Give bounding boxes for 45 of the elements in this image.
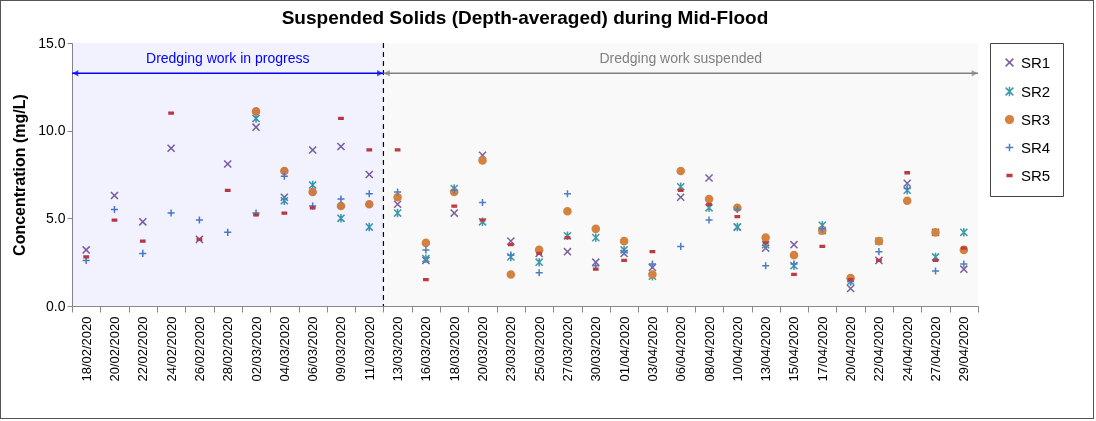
x-tick-label: 24/02/2020: [163, 316, 179, 382]
x-tick-label: 01/04/2020: [616, 316, 632, 382]
x-tick-label: 13/03/2020: [390, 316, 406, 382]
legend-label: SR2: [1021, 82, 1051, 100]
x-tick-label: 17/04/2020: [814, 316, 830, 382]
x-tick-label: 24/04/2020: [899, 316, 915, 382]
chart-title: Suspended Solids (Depth-averaged) during Mid-Flood: [281, 7, 769, 28]
legend-label: SR5: [1021, 166, 1051, 184]
x-tick-label: 27/03/2020: [559, 316, 575, 382]
x-tick-label: 18/03/2020: [446, 316, 462, 382]
x-tick-label: 16/03/2020: [418, 316, 434, 382]
x-tick-label: 08/04/2020: [701, 316, 717, 382]
legend-label: SR4: [1021, 138, 1051, 156]
x-tick-label: 10/04/2020: [729, 316, 745, 382]
y-tick-label: 5.0: [46, 209, 66, 226]
legend-label: SR3: [1021, 110, 1051, 128]
legend-label: SR1: [1021, 53, 1051, 71]
x-tick-label: 09/03/2020: [333, 316, 349, 382]
x-tick-label: 20/02/2020: [106, 316, 122, 382]
x-tick-label: 18/02/2020: [78, 316, 94, 382]
x-tick-label: 29/04/2020: [956, 316, 972, 382]
x-tick-label: 06/04/2020: [673, 316, 689, 382]
band-label: Dredging work suspended: [599, 49, 763, 66]
x-tick-label: 22/02/2020: [135, 316, 151, 382]
x-tick-label: 20/04/2020: [843, 316, 859, 382]
x-tick-label: 13/04/2020: [758, 316, 774, 382]
band-label: Dredging work in progress: [146, 49, 310, 66]
x-tick-label: 02/03/2020: [248, 316, 264, 382]
x-tick-label: 27/04/2020: [928, 316, 944, 382]
x-tick-label: 15/04/2020: [786, 316, 802, 382]
y-tick-label: 0.0: [46, 297, 66, 314]
x-tick-label: 26/02/2020: [191, 316, 207, 382]
x-tick-label: 22/04/2020: [871, 316, 887, 382]
x-tick-label: 30/03/2020: [588, 316, 604, 382]
x-tick-label: 11/03/2020: [361, 316, 377, 381]
x-tick-label: 28/02/2020: [220, 316, 236, 382]
y-tick-label: 15.0: [38, 34, 66, 51]
y-tick-label: 10.0: [38, 122, 66, 139]
x-tick-label: 23/03/2020: [503, 316, 519, 382]
x-tick-label: 25/03/2020: [531, 316, 547, 382]
x-tick-label: 20/03/2020: [475, 316, 491, 382]
x-tick-label: 03/04/2020: [644, 316, 660, 382]
y-axis-title: Concentration (mg/L): [11, 94, 29, 256]
x-tick-label: 06/03/2020: [305, 316, 321, 382]
x-tick-label: 04/03/2020: [276, 316, 292, 382]
